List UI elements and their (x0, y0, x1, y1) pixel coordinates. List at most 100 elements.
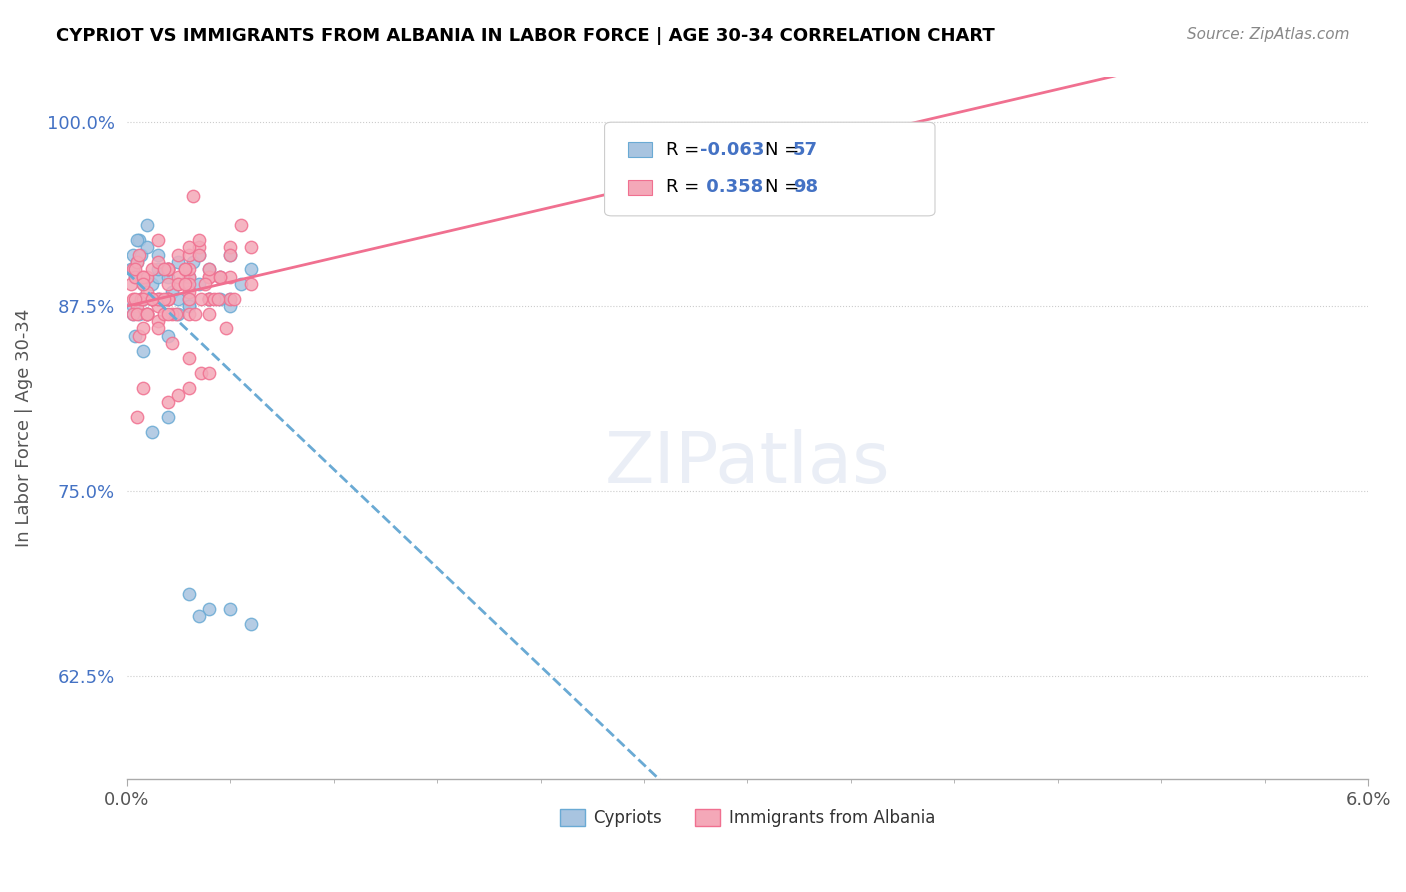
Point (190, 366, 212, 380)
Text: 98: 98 (793, 178, 818, 196)
Point (146, 269, 169, 284)
Point (157, 262, 180, 277)
Point (208, 269, 231, 284)
Point (177, 380, 200, 394)
Point (128, 329, 150, 343)
Point (239, 262, 262, 277)
Point (173, 262, 195, 277)
Point (132, 277, 155, 292)
Point (167, 247, 190, 261)
Point (177, 307, 200, 321)
Text: R =: R = (666, 141, 706, 159)
Point (146, 233, 169, 247)
Point (177, 240, 200, 254)
Point (125, 255, 148, 269)
Point (136, 285, 159, 299)
Point (146, 255, 169, 269)
Point (198, 262, 221, 277)
Point (120, 262, 142, 277)
Point (181, 255, 204, 269)
Point (157, 292, 180, 306)
Point (146, 247, 169, 261)
Point (141, 292, 163, 306)
Text: CYPRIOT VS IMMIGRANTS FROM ALBANIA IN LABOR FORCE | AGE 30-34 CORRELATION CHART: CYPRIOT VS IMMIGRANTS FROM ALBANIA IN LA… (56, 27, 995, 45)
Point (129, 247, 152, 261)
Point (177, 247, 200, 261)
Point (198, 307, 221, 321)
Point (153, 262, 176, 277)
Point (153, 292, 176, 306)
Point (125, 233, 148, 247)
Point (167, 292, 190, 306)
Point (124, 269, 146, 284)
Point (198, 269, 221, 284)
Point (125, 410, 148, 425)
Point (219, 247, 242, 261)
Point (132, 380, 155, 394)
Point (141, 277, 163, 292)
Text: Source: ZipAtlas.com: Source: ZipAtlas.com (1187, 27, 1350, 42)
Point (198, 292, 221, 306)
Point (136, 307, 159, 321)
Point (129, 292, 152, 306)
Point (125, 255, 148, 269)
Point (157, 262, 180, 277)
Point (198, 366, 221, 380)
Point (157, 292, 180, 306)
Point (124, 329, 146, 343)
Legend: Cypriots, Immigrants from Albania: Cypriots, Immigrants from Albania (553, 802, 942, 834)
Point (207, 292, 229, 306)
Point (208, 269, 231, 284)
Point (122, 247, 145, 261)
Point (188, 609, 211, 624)
Point (167, 388, 190, 402)
Point (190, 292, 212, 306)
Point (165, 307, 187, 321)
Point (177, 299, 200, 313)
Point (132, 321, 155, 335)
Point (124, 269, 146, 284)
Point (239, 616, 262, 631)
Point (146, 292, 169, 306)
Point (188, 233, 211, 247)
Point (219, 602, 242, 616)
Point (167, 307, 190, 321)
Point (122, 307, 145, 321)
Point (141, 262, 163, 277)
Point (157, 292, 180, 306)
Point (125, 299, 148, 313)
Point (219, 247, 242, 261)
Text: R =: R = (666, 178, 706, 196)
Point (177, 277, 200, 292)
Point (239, 277, 262, 292)
Point (157, 410, 180, 425)
Point (167, 277, 190, 292)
Point (136, 307, 159, 321)
Point (157, 277, 180, 292)
Point (208, 292, 231, 306)
Text: -0.063: -0.063 (700, 141, 765, 159)
Point (173, 262, 195, 277)
Point (141, 292, 163, 306)
Point (122, 307, 145, 321)
Y-axis label: In Labor Force | Age 30-34: In Labor Force | Age 30-34 (15, 309, 32, 548)
Point (167, 269, 190, 284)
Point (198, 292, 221, 306)
Point (136, 240, 159, 254)
Point (157, 262, 180, 277)
Point (177, 587, 200, 601)
Point (157, 395, 180, 409)
Point (177, 262, 200, 277)
Point (128, 247, 150, 261)
Point (219, 240, 242, 254)
Text: N =: N = (765, 141, 804, 159)
Point (184, 307, 207, 321)
Point (120, 277, 142, 292)
Text: ZIPatlas: ZIPatlas (605, 429, 890, 498)
Point (188, 277, 211, 292)
Point (181, 188, 204, 202)
Point (122, 262, 145, 277)
Point (177, 285, 200, 299)
Point (128, 307, 150, 321)
Point (219, 299, 242, 313)
